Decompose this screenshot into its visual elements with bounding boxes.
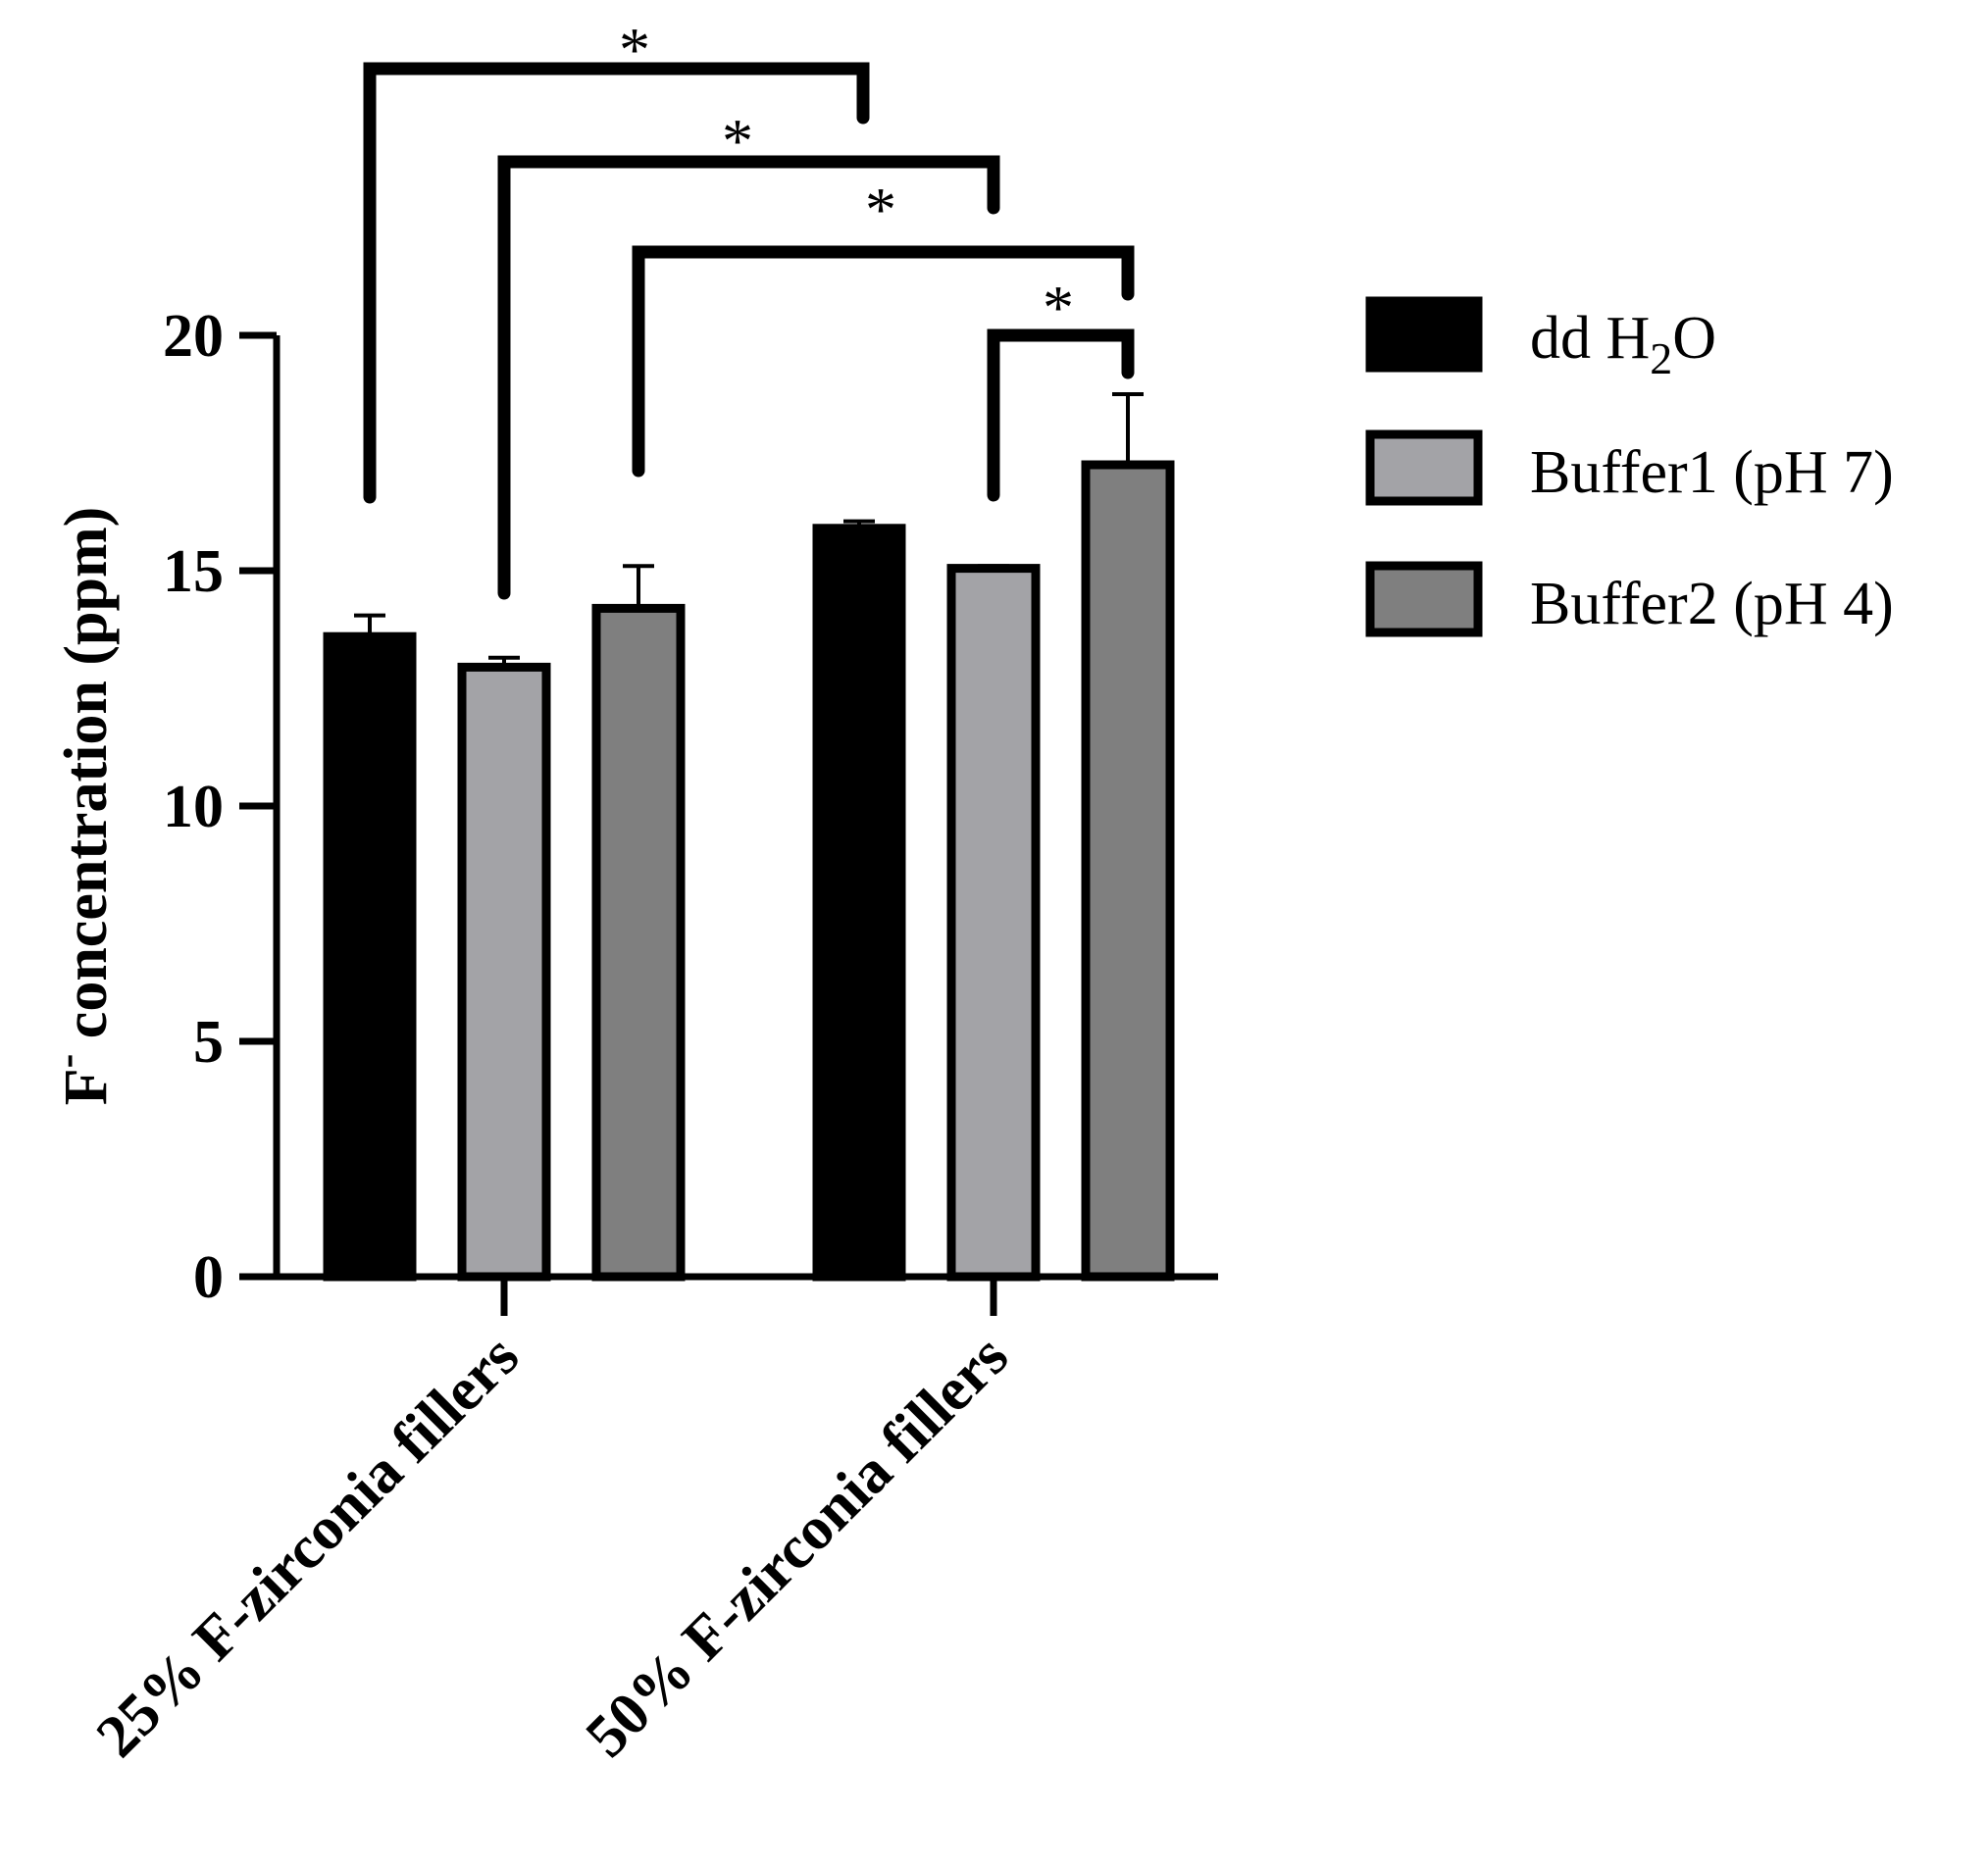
bar xyxy=(591,603,686,1282)
y-tick-label: 15 xyxy=(163,538,224,605)
x-tick-label: 50% F-zirconia fillers xyxy=(574,1323,1021,1770)
legend-swatch-dd-h2o xyxy=(1365,296,1483,373)
legend-label-buffer2: Buffer2 (pH 4) xyxy=(1530,571,1894,637)
y-tick-label: 5 xyxy=(193,1009,224,1076)
x-ticks: 25% F-zirconia fillers 50% F-zirconia fil… xyxy=(84,1277,1021,1770)
legend-swatch-buffer1 xyxy=(1365,429,1483,506)
legend-label-buffer1: Buffer1 (pH 7) xyxy=(1530,439,1894,506)
bar xyxy=(323,631,417,1282)
legend-label-dd-h2o: dd H2O xyxy=(1530,305,1716,383)
significance-bracket xyxy=(363,62,870,504)
significance-star: * xyxy=(722,106,753,176)
bar xyxy=(1081,460,1175,1282)
significance-bracket xyxy=(497,155,1000,600)
y-tick-label: 20 xyxy=(163,303,224,370)
significance-bracket xyxy=(987,328,1135,502)
bars xyxy=(323,392,1175,1282)
significance-star: * xyxy=(619,15,650,84)
bar xyxy=(946,564,1041,1282)
significance-bracket xyxy=(632,245,1135,478)
significance-star: * xyxy=(1043,273,1074,342)
y-ticks: 0 5 10 15 20 xyxy=(163,303,277,1311)
bar xyxy=(812,524,906,1282)
y-axis-label: F- concentration (ppm) xyxy=(42,507,120,1105)
significance-star: * xyxy=(865,175,896,244)
y-tick-label: 0 xyxy=(193,1244,224,1311)
y-tick-label: 10 xyxy=(163,774,224,840)
legend-swatch-buffer2 xyxy=(1365,561,1483,637)
significance-brackets: * * * * xyxy=(363,15,1135,600)
legend: dd H2O Buffer1 (pH 7) Buffer2 (pH 4) xyxy=(1365,296,1894,637)
x-tick-label: 25% F-zirconia fillers xyxy=(84,1323,532,1770)
bar xyxy=(457,662,551,1282)
